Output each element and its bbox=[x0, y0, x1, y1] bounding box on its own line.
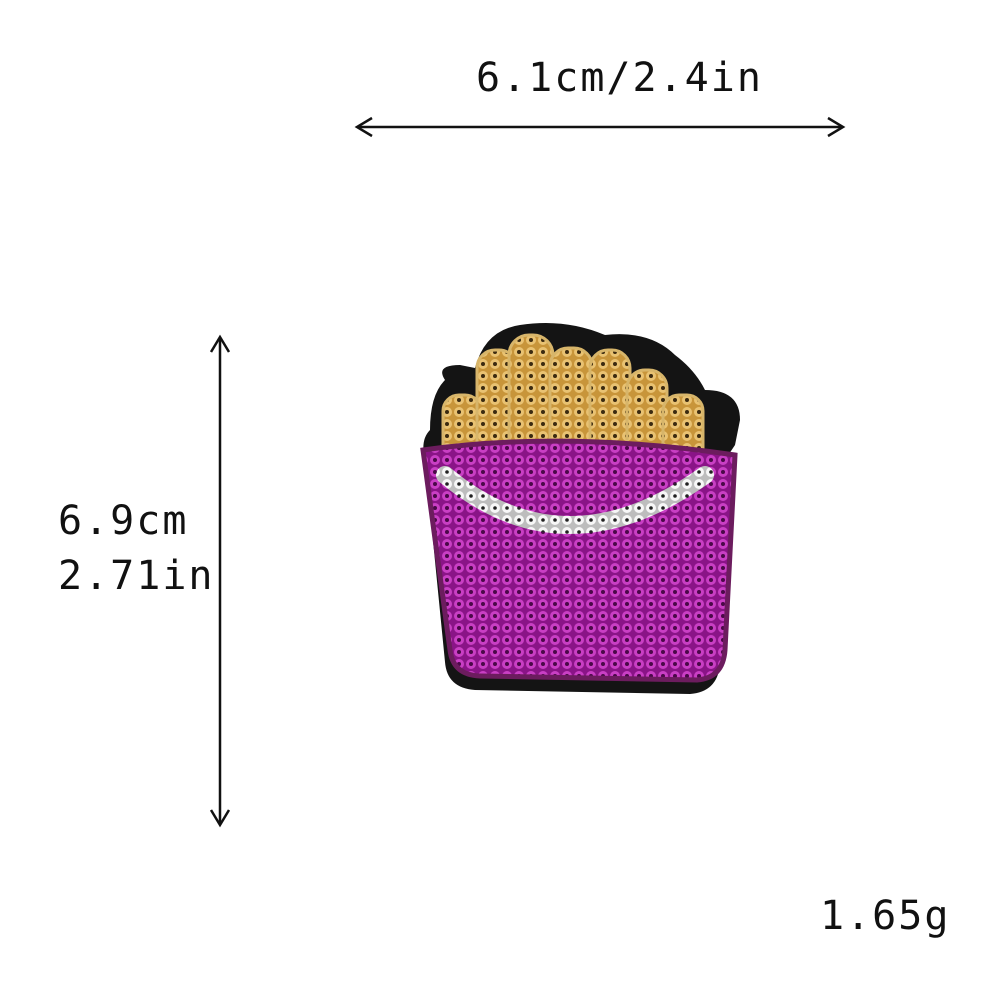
width-arrow bbox=[354, 116, 846, 138]
fries-carton bbox=[420, 438, 738, 683]
width-label: 6.1cm/2.4in bbox=[476, 55, 763, 101]
weight-label: 1.65g bbox=[820, 893, 951, 939]
height-arrow bbox=[209, 334, 231, 828]
height-label-cm: 6.9cm bbox=[58, 498, 189, 544]
height-label-in: 2.71in bbox=[58, 553, 215, 599]
fries-patch-image bbox=[420, 322, 740, 694]
